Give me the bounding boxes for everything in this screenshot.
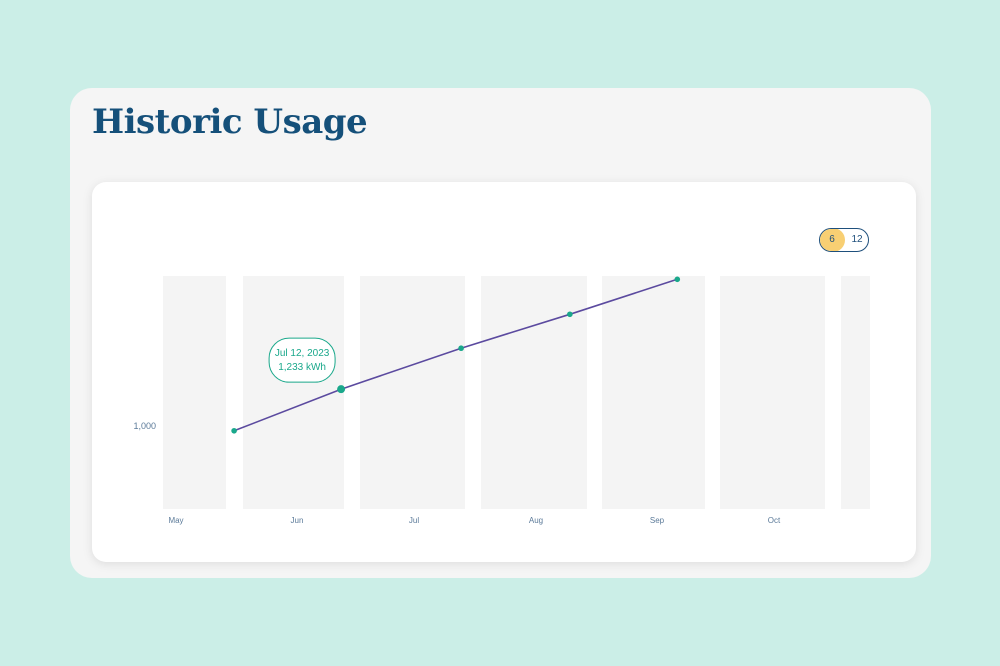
data-point[interactable] bbox=[567, 311, 573, 318]
y-axis: 1,000 bbox=[133, 421, 156, 431]
column-background bbox=[602, 276, 705, 509]
x-tick-label: Jul bbox=[409, 516, 419, 525]
x-tick-label: Jun bbox=[291, 516, 304, 525]
x-tick-label: Aug bbox=[529, 516, 543, 525]
column-background bbox=[163, 276, 226, 509]
tooltip-box bbox=[268, 337, 336, 383]
column-backgrounds bbox=[163, 276, 870, 509]
data-point[interactable] bbox=[674, 276, 681, 283]
data-points bbox=[231, 276, 681, 434]
x-tick-label: Oct bbox=[768, 516, 781, 525]
column-background bbox=[841, 276, 870, 509]
column-background bbox=[720, 276, 825, 509]
range-toggle[interactable]: 6 12 bbox=[819, 228, 869, 252]
data-point-highlighted[interactable] bbox=[337, 385, 346, 394]
range-option-12[interactable]: 12 bbox=[851, 234, 863, 245]
x-axis: May Jun Jul Aug Sep Oct bbox=[168, 516, 781, 525]
page-title: Historic Usage bbox=[92, 102, 368, 142]
usage-panel: Historic Usage 6 12 1,000 May Jun Jul Aug Se… bbox=[70, 88, 931, 578]
y-tick-label: 1,000 bbox=[133, 421, 156, 431]
column-background bbox=[481, 276, 587, 509]
column-background bbox=[360, 276, 465, 509]
usage-chart: 1,000 May Jun Jul Aug Sep Oct Jul 12, 2023 1,… bbox=[133, 276, 870, 525]
range-option-6[interactable]: 6 bbox=[820, 229, 845, 251]
x-tick-label: May bbox=[168, 516, 183, 525]
data-point[interactable] bbox=[458, 345, 464, 352]
x-tick-label: Sep bbox=[650, 516, 665, 525]
data-point[interactable] bbox=[231, 427, 237, 434]
tooltip-date: Jul 12, 2023 bbox=[275, 348, 330, 359]
column-background bbox=[243, 276, 344, 509]
tooltip: Jul 12, 2023 1,233 kWh bbox=[268, 337, 336, 383]
chart-card: 6 12 1,000 May Jun Jul Aug Sep Oct Jul 12, 20… bbox=[92, 182, 916, 562]
tooltip-value: 1,233 kWh bbox=[278, 362, 326, 373]
